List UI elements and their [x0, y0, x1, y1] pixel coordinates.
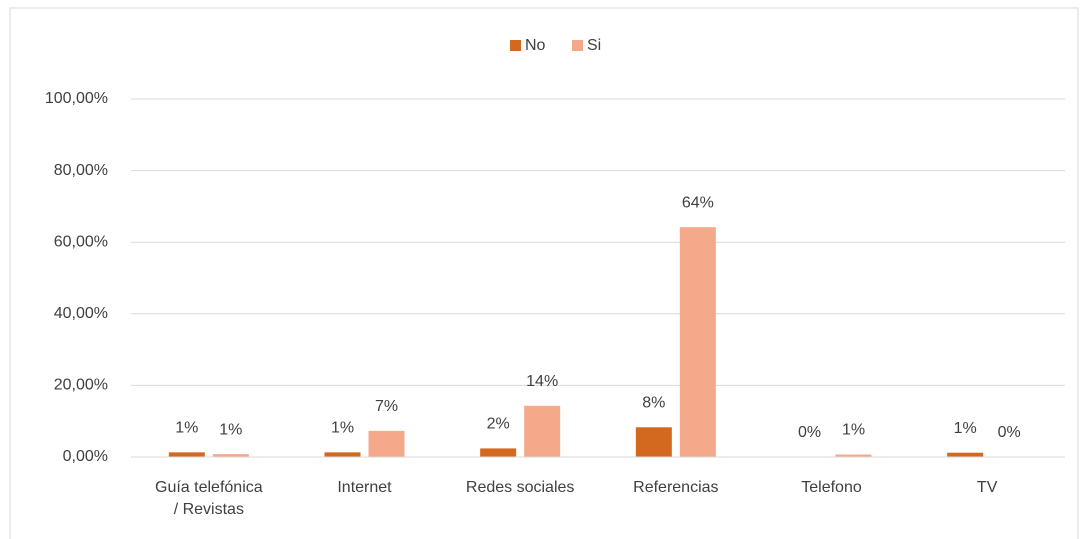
bar: [524, 405, 561, 457]
legend-swatch: [510, 40, 521, 51]
data-label: 64%: [682, 194, 714, 211]
bar: [480, 448, 517, 457]
y-tick-label: 0,00%: [63, 448, 108, 465]
legend-label: No: [525, 37, 546, 54]
x-tick-label: Internet: [337, 479, 392, 496]
bar: [368, 430, 405, 457]
x-tick-label: TV: [976, 479, 998, 496]
data-label: 2%: [487, 416, 510, 433]
data-label: 1%: [331, 420, 354, 437]
x-tick-label: Telefono: [801, 479, 862, 496]
y-tick-label: 60,00%: [54, 233, 108, 250]
legend-swatch: [572, 40, 583, 51]
chart-border: [9, 7, 1079, 539]
y-tick-label: 100,00%: [45, 90, 108, 107]
y-tick-label: 80,00%: [54, 162, 108, 179]
data-label: 1%: [954, 420, 977, 437]
data-label: 14%: [526, 373, 558, 390]
data-label: 0%: [798, 424, 821, 441]
bar: [212, 454, 249, 457]
data-label: 8%: [642, 395, 665, 412]
data-label: 0%: [998, 424, 1021, 441]
bar: [324, 452, 361, 457]
x-tick-label: Redes sociales: [465, 479, 575, 496]
data-label: 1%: [175, 420, 198, 437]
data-label: 7%: [375, 398, 398, 415]
y-tick-label: 40,00%: [54, 305, 108, 322]
legend-label: Si: [587, 37, 601, 54]
x-tick-label: Guía telefónica / Revistas: [155, 479, 263, 518]
bar: [947, 452, 984, 457]
x-tick-label: Referencias: [633, 479, 719, 496]
bar: [679, 227, 716, 457]
y-tick-label: 20,00%: [54, 377, 108, 394]
data-label: 1%: [842, 422, 865, 439]
bar: [635, 427, 672, 457]
bar: [168, 452, 205, 457]
bar: [835, 454, 872, 457]
data-label: 1%: [219, 421, 242, 438]
